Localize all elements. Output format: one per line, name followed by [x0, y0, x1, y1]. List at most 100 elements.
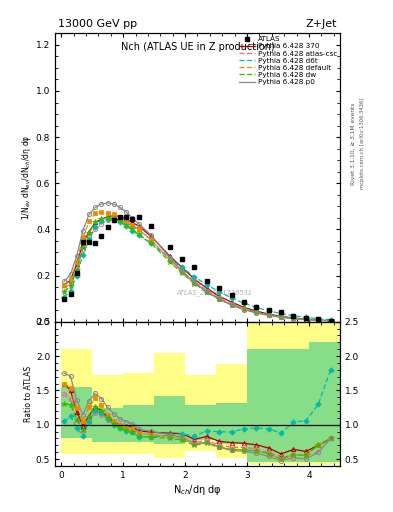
Pythia 6.428 default: [192, 280, 197, 286]
Pythia 6.428 d6t: [217, 289, 222, 295]
Pythia 6.428 370: [291, 315, 296, 321]
Pythia 6.428 d6t: [266, 308, 271, 314]
Pythia 6.428 p0: [93, 204, 97, 210]
Pythia 6.428 d6t: [279, 311, 283, 317]
Pythia 6.428 p0: [242, 307, 246, 313]
ATLAS: [291, 313, 296, 319]
Line: Pythia 6.428 dw: Pythia 6.428 dw: [64, 218, 331, 321]
Line: Pythia 6.428 atlas-csc: Pythia 6.428 atlas-csc: [64, 219, 331, 321]
Pythia 6.428 d6t: [87, 236, 92, 242]
Pythia 6.428 p0: [204, 289, 209, 295]
Text: Rivet 3.1.10, ≥ 3.1M events: Rivet 3.1.10, ≥ 3.1M events: [351, 102, 356, 184]
Pythia 6.428 p0: [136, 221, 141, 227]
Pythia 6.428 atlas-csc: [74, 267, 79, 273]
Pythia 6.428 d6t: [62, 294, 67, 301]
Pythia 6.428 p0: [328, 318, 333, 324]
Pythia 6.428 370: [74, 261, 79, 267]
Pythia 6.428 default: [204, 289, 209, 295]
Pythia 6.428 p0: [87, 211, 92, 218]
Pythia 6.428 370: [167, 253, 172, 259]
Pythia 6.428 default: [118, 214, 122, 220]
Pythia 6.428 atlas-csc: [93, 226, 97, 232]
Pythia 6.428 370: [328, 318, 333, 324]
Pythia 6.428 p0: [62, 278, 67, 284]
Pythia 6.428 default: [74, 259, 79, 265]
ATLAS: [192, 264, 197, 270]
Pythia 6.428 p0: [167, 254, 172, 261]
Pythia 6.428 d6t: [254, 304, 259, 310]
Pythia 6.428 370: [254, 308, 259, 314]
Pythia 6.428 370: [242, 304, 246, 310]
Pythia 6.428 atlas-csc: [62, 285, 67, 291]
Pythia 6.428 default: [279, 314, 283, 320]
Pythia 6.428 dw: [62, 289, 67, 295]
Pythia 6.428 370: [279, 313, 283, 319]
Pythia 6.428 default: [87, 218, 92, 224]
Pythia 6.428 atlas-csc: [266, 312, 271, 318]
Pythia 6.428 default: [68, 276, 73, 282]
Pythia 6.428 default: [229, 302, 234, 308]
ATLAS: [229, 292, 234, 298]
Pythia 6.428 d6t: [136, 232, 141, 238]
ATLAS: [167, 244, 172, 250]
Pythia 6.428 dw: [266, 312, 271, 318]
Text: ATLAS_2019_I1736531: ATLAS_2019_I1736531: [176, 289, 253, 296]
Pythia 6.428 d6t: [112, 217, 116, 223]
Pythia 6.428 dw: [316, 317, 321, 323]
ATLAS: [136, 214, 141, 220]
Pythia 6.428 dw: [167, 259, 172, 265]
Pythia 6.428 default: [99, 209, 104, 215]
Pythia 6.428 p0: [68, 271, 73, 278]
ATLAS: [217, 285, 222, 291]
Pythia 6.428 default: [242, 306, 246, 312]
Pythia 6.428 default: [130, 222, 135, 228]
Pythia 6.428 default: [316, 317, 321, 323]
ATLAS: [93, 240, 97, 246]
Pythia 6.428 d6t: [99, 218, 104, 224]
ATLAS: [81, 239, 85, 245]
Pythia 6.428 atlas-csc: [180, 268, 184, 274]
Pythia 6.428 dw: [149, 240, 153, 246]
Pythia 6.428 p0: [81, 227, 85, 233]
Pythia 6.428 dw: [105, 215, 110, 221]
Pythia 6.428 370: [229, 299, 234, 305]
Pythia 6.428 dw: [124, 222, 129, 228]
Pythia 6.428 dw: [130, 226, 135, 232]
ATLAS: [105, 224, 110, 230]
Pythia 6.428 370: [118, 214, 122, 220]
Pythia 6.428 default: [266, 312, 271, 318]
Pythia 6.428 370: [124, 216, 129, 222]
Pythia 6.428 default: [328, 318, 333, 324]
Pythia 6.428 370: [180, 264, 184, 270]
Pythia 6.428 d6t: [74, 272, 79, 279]
Pythia 6.428 370: [87, 229, 92, 235]
Pythia 6.428 default: [180, 269, 184, 275]
Pythia 6.428 atlas-csc: [149, 237, 153, 243]
Pythia 6.428 atlas-csc: [136, 226, 141, 232]
Pythia 6.428 p0: [303, 316, 308, 323]
Pythia 6.428 d6t: [130, 227, 135, 233]
Pythia 6.428 370: [136, 223, 141, 229]
Pythia 6.428 d6t: [118, 220, 122, 226]
Pythia 6.428 d6t: [291, 313, 296, 319]
Pythia 6.428 p0: [316, 317, 321, 324]
Pythia 6.428 p0: [112, 201, 116, 207]
Pythia 6.428 atlas-csc: [192, 278, 197, 284]
Pythia 6.428 p0: [149, 232, 153, 238]
Pythia 6.428 atlas-csc: [328, 318, 333, 324]
Pythia 6.428 atlas-csc: [81, 246, 85, 252]
Pythia 6.428 d6t: [242, 300, 246, 306]
Pythia 6.428 atlas-csc: [87, 234, 92, 241]
Pythia 6.428 p0: [105, 200, 110, 206]
Pythia 6.428 d6t: [229, 295, 234, 301]
Pythia 6.428 atlas-csc: [242, 306, 246, 312]
Pythia 6.428 atlas-csc: [112, 216, 116, 222]
Pythia 6.428 d6t: [167, 255, 172, 261]
Text: mcplots.cern.ch [arXiv:1306.3436]: mcplots.cern.ch [arXiv:1306.3436]: [360, 98, 365, 189]
ATLAS: [242, 299, 246, 305]
Pythia 6.428 370: [204, 285, 209, 291]
Pythia 6.428 d6t: [149, 240, 153, 246]
Y-axis label: Ratio to ATLAS: Ratio to ATLAS: [24, 366, 33, 422]
Pythia 6.428 370: [217, 293, 222, 300]
Legend: ATLAS, Pythia 6.428 370, Pythia 6.428 atlas-csc, Pythia 6.428 d6t, Pythia 6.428 : ATLAS, Pythia 6.428 370, Pythia 6.428 at…: [238, 35, 338, 86]
